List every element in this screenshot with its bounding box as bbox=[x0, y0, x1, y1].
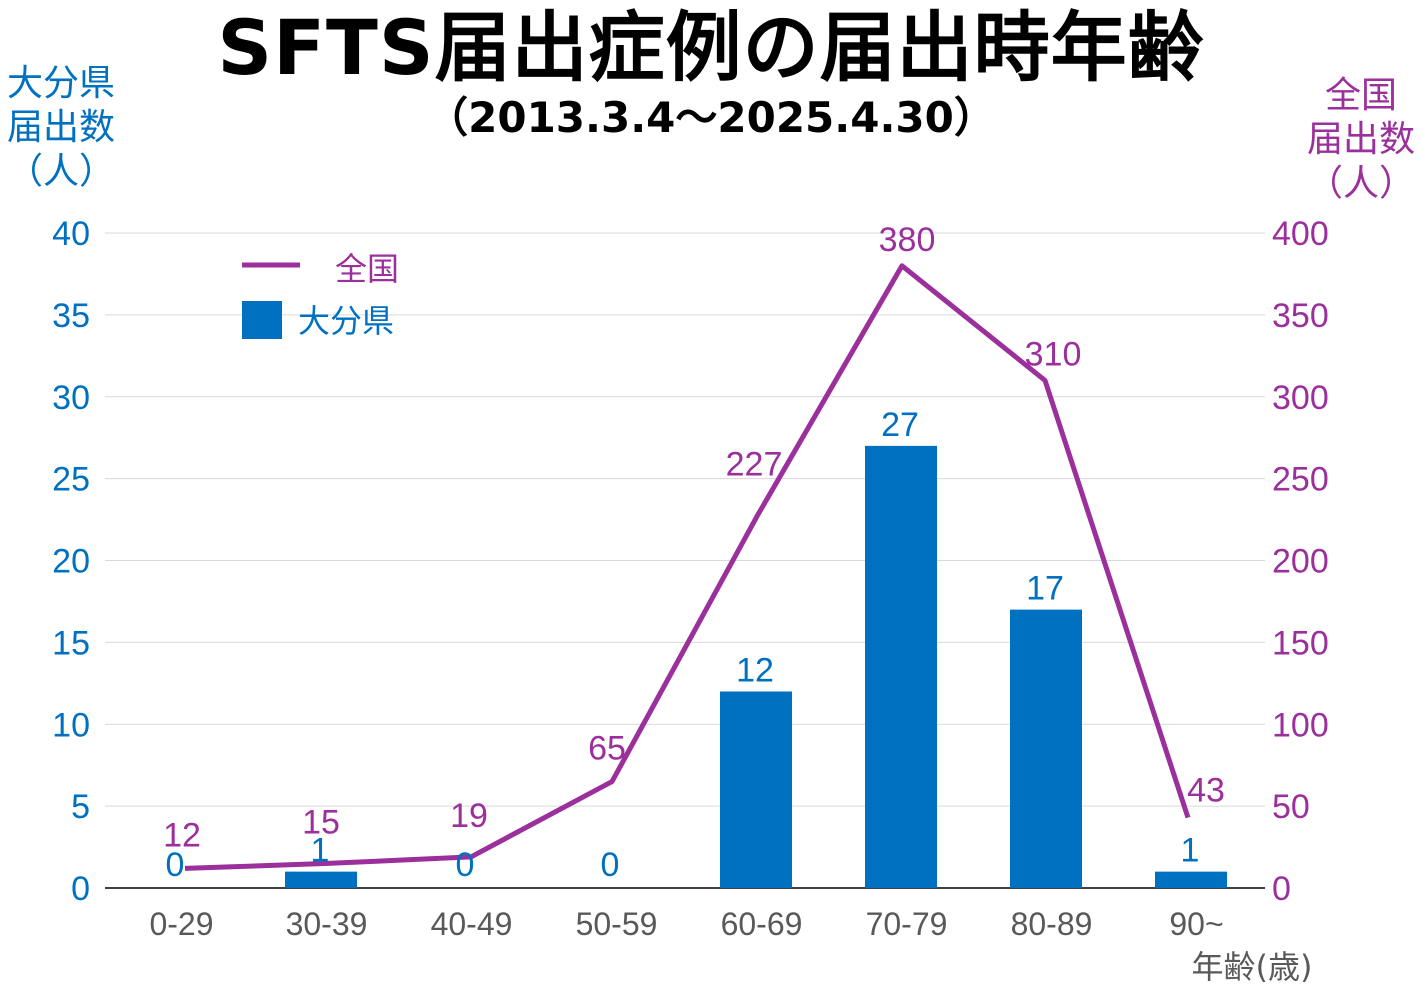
right-tick-label: 100 bbox=[1272, 706, 1329, 744]
right-axis-title-line-2: 届出数 bbox=[1306, 119, 1415, 160]
left-axis-title-line-1: 大分県 bbox=[6, 63, 115, 104]
bar bbox=[1155, 871, 1227, 888]
left-axis-title-line-2: 届出数 bbox=[6, 107, 115, 148]
bar-value-label: 1 bbox=[1181, 832, 1200, 870]
right-axis-ticks: 0 50 100 150 200 250 300 350 400 bbox=[1272, 215, 1329, 908]
left-tick-label: 15 bbox=[52, 624, 90, 662]
left-tick-label: 5 bbox=[71, 788, 90, 826]
line-value-label: 310 bbox=[1025, 335, 1082, 373]
legend-label-oita: 大分県 bbox=[298, 302, 394, 340]
line-value-label: 12 bbox=[163, 816, 201, 854]
line-value-label: 43 bbox=[1187, 772, 1225, 810]
bar bbox=[1010, 609, 1082, 888]
x-tick-label: 80-89 bbox=[1011, 906, 1093, 942]
left-axis-ticks: 0 5 10 15 20 25 30 35 40 bbox=[52, 215, 90, 908]
line-value-label: 15 bbox=[302, 803, 340, 841]
bar-value-label: 17 bbox=[1026, 570, 1064, 608]
left-axis-title: 大分県 届出数 （人） bbox=[0, 62, 122, 194]
right-tick-label: 350 bbox=[1272, 297, 1329, 335]
right-axis-title-line-3: （人） bbox=[1306, 163, 1415, 204]
line-path bbox=[184, 263, 1191, 871]
right-axis-title-line-1: 全国 bbox=[1324, 75, 1397, 116]
bar-value-label: 27 bbox=[881, 406, 919, 444]
x-tick-label: 60-69 bbox=[721, 906, 803, 942]
right-tick-label: 250 bbox=[1272, 461, 1329, 499]
left-tick-label: 0 bbox=[71, 870, 90, 908]
bar bbox=[285, 871, 357, 888]
right-tick-label: 200 bbox=[1272, 543, 1329, 581]
x-tick-label: 70-79 bbox=[866, 906, 948, 942]
x-tick-label: 90~ bbox=[1169, 906, 1223, 942]
left-tick-label: 25 bbox=[52, 461, 90, 499]
line-value-label: 227 bbox=[726, 445, 783, 483]
line-value-label: 380 bbox=[879, 221, 936, 259]
legend-bar-swatch bbox=[242, 301, 282, 339]
line-value-label: 19 bbox=[450, 797, 488, 835]
legend: 全国 大分県 bbox=[242, 250, 399, 340]
left-tick-label: 20 bbox=[52, 543, 90, 581]
bar-value-label: 1 bbox=[311, 832, 330, 870]
line-data-labels: 12 15 19 65 227 380 310 43 bbox=[163, 221, 1225, 855]
bar-value-label: 0 bbox=[166, 846, 185, 884]
chart-subtitle: （2013.3.4～2025.4.30） bbox=[426, 93, 996, 142]
x-axis-ticks: 0-29 30-39 40-49 50-59 60-69 70-79 80-89 90~ bbox=[149, 906, 1223, 942]
bar-series-oita bbox=[285, 445, 1227, 888]
left-tick-label: 30 bbox=[52, 379, 90, 417]
bar-value-label: 0 bbox=[601, 846, 620, 884]
left-tick-label: 35 bbox=[52, 297, 90, 335]
right-axis-title: 全国 届出数 （人） bbox=[1300, 74, 1422, 206]
right-tick-label: 400 bbox=[1272, 215, 1329, 253]
line-value-label: 65 bbox=[588, 730, 626, 768]
right-tick-label: 0 bbox=[1272, 870, 1291, 908]
x-tick-label: 50-59 bbox=[576, 906, 658, 942]
x-tick-label: 40-49 bbox=[431, 906, 513, 942]
bar-value-label: 12 bbox=[736, 652, 774, 690]
right-tick-label: 50 bbox=[1272, 788, 1310, 826]
bar-value-label: 0 bbox=[456, 846, 475, 884]
x-tick-label: 30-39 bbox=[286, 906, 368, 942]
right-tick-label: 300 bbox=[1272, 379, 1329, 417]
line-series-national bbox=[184, 263, 1191, 871]
right-tick-label: 150 bbox=[1272, 624, 1329, 662]
left-tick-label: 10 bbox=[52, 706, 90, 744]
chart-title: SFTS届出症例の届出時年齢 bbox=[217, 3, 1205, 92]
bar bbox=[720, 691, 792, 888]
legend-label-national: 全国 bbox=[335, 250, 399, 288]
bar bbox=[865, 445, 937, 888]
x-tick-label: 0-29 bbox=[149, 906, 213, 942]
left-tick-label: 40 bbox=[52, 215, 90, 253]
x-axis-title: 年齢(歳) bbox=[1192, 948, 1313, 986]
left-axis-title-line-3: （人） bbox=[6, 151, 115, 192]
